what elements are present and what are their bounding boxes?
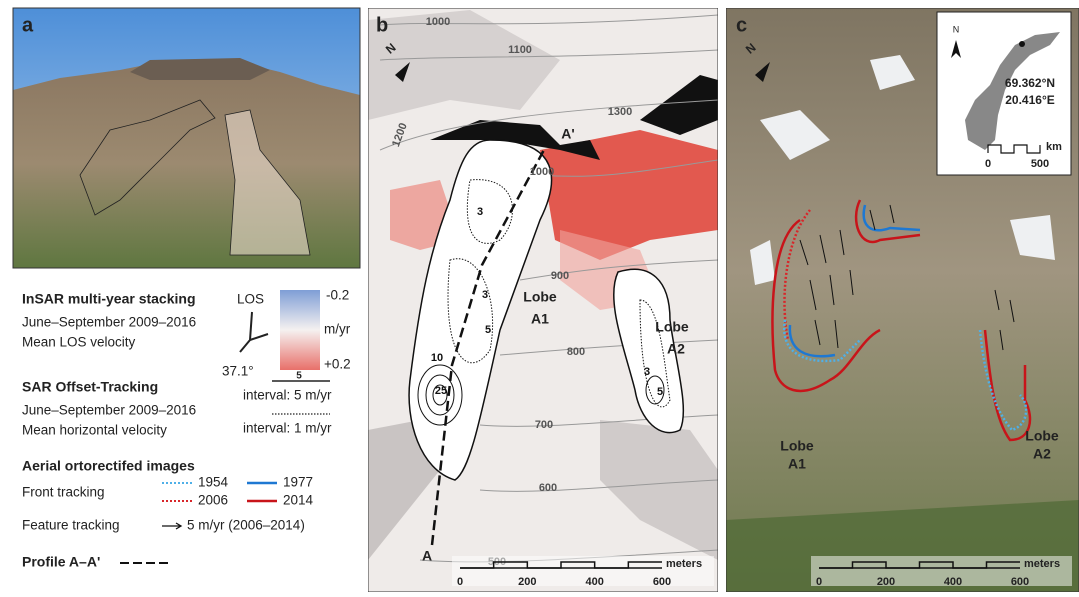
legend-text: June–September 2009–2016: [22, 403, 196, 418]
legend-text: Front tracking: [22, 485, 105, 500]
legend-text: Feature tracking: [22, 518, 120, 533]
panel-b: b N 10001100120013001000900800700600500 …: [368, 8, 718, 592]
velocity-label: 3: [644, 366, 650, 378]
scale-label: 600: [653, 576, 671, 588]
elevation-label: 700: [535, 419, 553, 431]
legend-heading: Aerial ortorectifed images: [22, 458, 195, 474]
scale-label: 400: [944, 576, 962, 588]
colorbar-label: -0.2: [326, 288, 349, 303]
legend-year: 2006: [198, 493, 228, 508]
contour-sample-label: 5: [296, 371, 302, 382]
feature-arrow: [162, 523, 181, 529]
legend-heading: Profile A–A': [22, 554, 100, 570]
photo-mountain: [13, 60, 360, 268]
legend-text: 5 m/yr (2006–2014): [187, 518, 305, 533]
inset-scale-label: 0: [985, 158, 991, 170]
elevation-label: 1000: [426, 16, 450, 28]
panel-label: c: [736, 14, 747, 36]
lobe-label: Lobe: [523, 289, 557, 305]
panel-label: b: [376, 14, 388, 36]
elevation-label: 800: [567, 346, 585, 358]
profile-end: A': [561, 126, 574, 142]
colorbar-label: +0.2: [324, 357, 351, 372]
legend-year: 2014: [283, 493, 314, 508]
lobe-label: A1: [788, 456, 806, 472]
panel-c: c N Lobe A1 Lobe A2 N 69.362°N 20.416°E …: [726, 8, 1079, 592]
scale-bar: 0 200 400 600 meters: [452, 556, 714, 588]
legend-text: interval: 5 m/yr: [243, 388, 332, 403]
elevation-label: 1100: [508, 44, 532, 56]
scale-bar: 0 200 400 600 meters: [811, 556, 1072, 588]
inset-scale-unit: km: [1046, 141, 1062, 153]
scale-label: 400: [585, 576, 603, 588]
inset-scale-label: 500: [1031, 158, 1049, 170]
inset-location: [1019, 41, 1025, 47]
legend-year: 1977: [283, 475, 313, 490]
legend-text: Mean horizontal velocity: [22, 423, 167, 438]
scale-label: 200: [518, 576, 536, 588]
lobe-label: Lobe: [780, 438, 814, 454]
legend-text: June–September 2009–2016: [22, 315, 196, 330]
legend-heading: SAR Offset-Tracking: [22, 379, 158, 395]
inset-coordinate: 69.362°N: [1005, 76, 1055, 90]
elevation-label: 900: [551, 270, 569, 282]
colorbar-unit: m/yr: [324, 322, 351, 337]
velocity-label: 5: [485, 324, 491, 336]
legend: InSAR multi-year stacking June–September…: [22, 288, 351, 570]
inset-north: N: [953, 24, 960, 34]
velocity-label: 5: [657, 386, 663, 398]
velocity-label: 3: [482, 289, 488, 301]
velocity-label: 10: [431, 352, 443, 364]
legend-year: 1954: [198, 475, 229, 490]
scale-label: 600: [1011, 576, 1029, 588]
legend-text: interval: 1 m/yr: [243, 421, 332, 436]
los-label: LOS: [237, 292, 264, 307]
panel-label: a: [22, 14, 34, 36]
scale-unit: meters: [666, 558, 702, 570]
elevation-label: 1300: [608, 106, 632, 118]
lobe-label: A2: [667, 341, 685, 357]
legend-heading: InSAR multi-year stacking: [22, 291, 196, 307]
los-arrow: [240, 312, 268, 352]
elevation-label: 600: [539, 482, 557, 494]
scale-label: 0: [816, 576, 822, 588]
scale-unit: meters: [1024, 558, 1060, 570]
colorbar: [280, 290, 320, 370]
lobe-label: A1: [531, 311, 549, 327]
inset-map: N 69.362°N 20.416°E km 0 500: [937, 12, 1071, 175]
velocity-label: 3: [477, 206, 483, 218]
lobe-label: Lobe: [1025, 428, 1059, 444]
panel-a: a: [13, 8, 360, 268]
inset-coordinate: 20.416°E: [1005, 93, 1055, 107]
figure: a InSAR multi-year stacking June–Septemb…: [0, 0, 1079, 592]
scale-label: 0: [457, 576, 463, 588]
velocity-label: 25: [435, 385, 447, 397]
scale-label: 200: [877, 576, 895, 588]
lobe-label: Lobe: [655, 319, 689, 335]
legend-text: Mean LOS velocity: [22, 335, 136, 350]
lobe-label: A2: [1033, 446, 1051, 462]
los-angle: 37.1°: [222, 364, 254, 379]
profile-end: A: [422, 548, 432, 564]
elevation-label: 1000: [530, 166, 554, 178]
